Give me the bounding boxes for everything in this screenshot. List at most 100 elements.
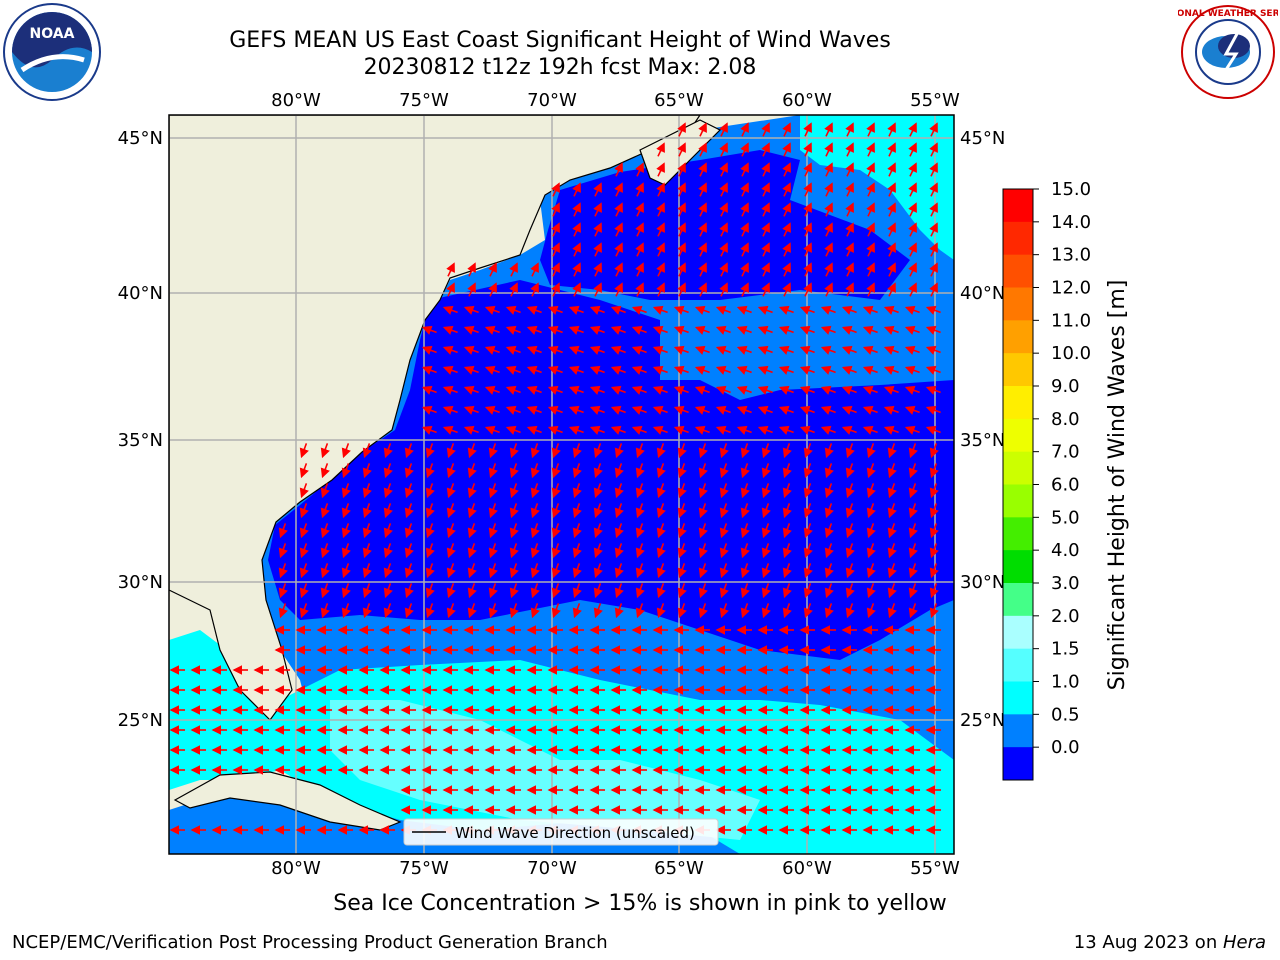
wind-wave-arrow	[488, 443, 498, 459]
wind-wave-arrow	[862, 305, 878, 315]
wind-wave-arrow	[803, 463, 813, 479]
colorbar-tick-label: 1.5	[1051, 639, 1080, 660]
wind-wave-arrow	[320, 563, 330, 579]
wind-wave-arrow	[782, 142, 791, 157]
wind-wave-arrow	[488, 503, 498, 519]
wind-wave-arrow	[463, 405, 479, 415]
wind-wave-arrow	[425, 563, 435, 579]
wind-wave-arrow	[883, 425, 899, 435]
wind-wave-arrow	[593, 503, 603, 519]
wind-wave-arrow	[299, 463, 309, 479]
wind-wave-arrow	[442, 385, 458, 395]
wind-wave-arrow	[610, 405, 626, 415]
wind-wave-arrow	[820, 325, 836, 335]
wind-wave-arrow	[803, 122, 812, 137]
wind-wave-arrow	[740, 222, 749, 237]
wind-wave-arrow	[841, 405, 857, 415]
wind-wave-arrow	[589, 425, 605, 435]
wind-wave-arrow	[442, 305, 458, 315]
wind-wave-arrow	[698, 262, 707, 277]
wind-wave-arrow	[677, 603, 687, 619]
colorbar-segment	[1003, 681, 1033, 715]
wind-wave-arrow	[908, 543, 918, 559]
wind-wave-arrow	[484, 365, 500, 375]
wind-wave-arrow	[908, 222, 917, 237]
nws-logo: NATIONAL WEATHER SERVICE	[1178, 5, 1278, 99]
wind-wave-arrow	[383, 523, 393, 539]
wind-wave-arrow	[824, 242, 833, 257]
wind-wave-arrow	[442, 345, 458, 355]
wind-wave-arrow	[547, 405, 563, 415]
wind-wave-arrow	[593, 603, 603, 619]
wind-wave-arrow	[278, 603, 288, 619]
wind-wave-arrow	[929, 122, 938, 137]
wind-wave-arrow	[652, 345, 668, 355]
wind-wave-arrow	[614, 162, 623, 177]
wind-wave-arrow	[635, 523, 645, 539]
wind-wave-arrow	[761, 162, 770, 177]
ocean-deep-region	[268, 150, 954, 660]
wind-wave-arrow	[635, 463, 645, 479]
wind-wave-arrow	[908, 483, 918, 499]
wind-wave-arrow	[320, 483, 330, 499]
wind-wave-arrow	[925, 425, 941, 435]
wind-wave-arrow	[278, 583, 288, 599]
wind-wave-arrow	[656, 202, 665, 217]
svg-text:NATIONAL WEATHER SERVICE: NATIONAL WEATHER SERVICE	[1178, 9, 1278, 19]
wind-wave-arrow	[908, 463, 918, 479]
wind-wave-arrow	[841, 385, 857, 395]
wind-wave-arrow	[299, 583, 309, 599]
wind-wave-arrow	[904, 365, 920, 375]
wind-wave-arrow	[631, 305, 647, 315]
wind-wave-arrow	[887, 142, 896, 157]
wind-wave-arrow	[761, 503, 771, 519]
wind-wave-arrow	[446, 503, 456, 519]
wind-wave-arrow	[719, 162, 728, 177]
wind-wave-arrow	[719, 463, 729, 479]
wind-wave-arrow	[362, 443, 372, 459]
wind-wave-arrow	[299, 563, 309, 579]
wind-wave-arrow	[425, 583, 435, 599]
wind-wave-arrow	[425, 443, 435, 459]
wind-wave-arrow	[866, 443, 876, 459]
colorbar-tick-label: 4.0	[1051, 540, 1080, 561]
wind-wave-arrow	[505, 365, 521, 375]
wind-wave-arrow	[908, 122, 917, 137]
wind-wave-arrow	[929, 142, 938, 157]
wind-wave-arrow	[589, 405, 605, 415]
wind-wave-arrow	[341, 583, 351, 599]
colorbar-tick-label: 14.0	[1051, 212, 1091, 233]
wind-wave-arrow	[740, 242, 749, 257]
wind-wave-arrow	[488, 563, 498, 579]
wind-wave-arrow	[551, 182, 560, 197]
wind-wave-arrow	[635, 503, 645, 519]
wind-wave-arrow	[530, 583, 540, 599]
wind-wave-arrow	[572, 222, 581, 237]
wind-wave-arrow	[694, 325, 710, 335]
wind-wave-arrow	[677, 523, 687, 539]
wind-wave-arrow	[572, 503, 582, 519]
wind-wave-arrow	[593, 443, 603, 459]
wind-wave-arrow	[656, 543, 666, 559]
wind-wave-arrow	[761, 242, 770, 257]
wind-wave-arrow	[740, 603, 750, 619]
wind-wave-arrow	[635, 242, 644, 257]
wind-wave-arrow	[656, 523, 666, 539]
coastline-north	[169, 115, 701, 721]
wind-wave-arrow	[467, 443, 477, 459]
wind-wave-arrow	[467, 543, 477, 559]
wind-wave-arrow	[299, 503, 309, 519]
wind-wave-arrow	[677, 262, 686, 277]
lon-label-bottom: 75°W	[399, 858, 449, 879]
wind-wave-arrow	[614, 523, 624, 539]
wind-wave-arrow	[824, 262, 833, 277]
wind-wave-arrow	[841, 365, 857, 375]
colorbar-segment	[1003, 648, 1033, 682]
wind-wave-arrow	[782, 222, 791, 237]
wind-wave-arrow	[673, 425, 689, 435]
wind-wave-arrow	[761, 523, 771, 539]
wind-wave-arrow	[656, 262, 665, 277]
wind-wave-arrow	[694, 365, 710, 375]
wind-wave-arrow	[593, 182, 602, 197]
wind-wave-arrow	[925, 405, 941, 415]
